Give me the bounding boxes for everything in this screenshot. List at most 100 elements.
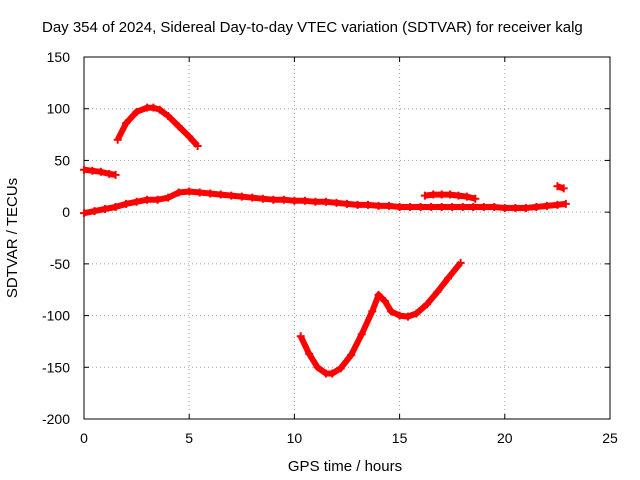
plot-frame: [83, 56, 611, 420]
data-point: [437, 190, 446, 199]
x-tick-label: 10: [287, 430, 303, 446]
x-axis-label: GPS time / hours: [288, 458, 402, 475]
data-point: [416, 202, 425, 211]
data-point: [155, 105, 164, 114]
x-tick-label: 0: [80, 430, 88, 446]
data-point: [132, 197, 141, 206]
data-point: [336, 364, 345, 373]
data-point: [462, 192, 471, 201]
data-point: [553, 182, 562, 191]
data-point: [153, 195, 162, 204]
data-point: [521, 204, 530, 213]
grid-lines: [84, 57, 610, 419]
data-point: [227, 191, 236, 200]
data-point: [96, 167, 105, 176]
data-point: [174, 188, 183, 197]
data-point: [511, 204, 520, 213]
data-point: [374, 201, 383, 210]
data-point: [500, 204, 509, 213]
data-point: [347, 350, 356, 359]
data-point: [385, 201, 394, 210]
data-point: [420, 191, 429, 200]
data-point: [357, 330, 366, 339]
data-point: [90, 207, 99, 216]
y-tick-label: -50: [50, 256, 70, 272]
data-point: [290, 196, 299, 205]
data-point: [448, 202, 457, 211]
data-point: [395, 311, 404, 320]
data-point: [296, 332, 305, 341]
series-line: [115, 104, 200, 148]
data-point: [374, 290, 383, 299]
data-point: [561, 199, 570, 208]
data-point: [387, 307, 396, 316]
data-point: [113, 135, 122, 144]
y-tick-label: -150: [42, 359, 70, 375]
data-point: [80, 209, 88, 218]
data-point: [437, 202, 446, 211]
y-tick-label: 150: [47, 49, 71, 65]
data-point: [328, 369, 337, 378]
x-tick-label: 20: [497, 430, 513, 446]
data-point: [395, 202, 404, 211]
data-point: [206, 189, 215, 198]
series-segment-start: [80, 165, 120, 179]
data-point: [88, 166, 97, 175]
chart-title: Day 354 of 2024, Sidereal Day-to-day VTE…: [42, 19, 583, 36]
data-point: [248, 193, 257, 202]
data-point: [479, 202, 488, 211]
data-point: [332, 198, 341, 207]
data-point: [490, 202, 499, 211]
data-point: [174, 122, 183, 131]
data-point: [368, 307, 377, 316]
data-point: [456, 258, 465, 267]
data-point: [185, 132, 194, 141]
data-point: [343, 199, 351, 208]
data-point: [105, 169, 114, 178]
data-point: [101, 205, 110, 214]
data-point: [364, 200, 373, 209]
data-point: [111, 202, 120, 211]
data-point: [404, 312, 413, 321]
data-point: [185, 187, 194, 196]
data-point: [193, 141, 202, 150]
y-tick-label: 50: [54, 152, 70, 168]
series-line: [297, 260, 463, 377]
series-trough: [296, 258, 465, 378]
data-point: [471, 194, 480, 203]
data-point: [422, 300, 431, 309]
y-tick-labels: 150 100 50 0 -50 -100 -150 -200: [42, 49, 70, 427]
y-tick-label: -100: [42, 308, 70, 324]
data-series: [80, 103, 570, 378]
data-point: [427, 202, 436, 211]
data-point: [429, 190, 438, 199]
data-point: [443, 274, 452, 283]
data-point: [469, 202, 478, 211]
data-point: [164, 193, 173, 202]
series-segment-end: [553, 182, 568, 193]
data-point: [195, 188, 204, 197]
series-arc-early: [113, 103, 202, 150]
data-point: [433, 287, 442, 296]
y-tick-label: 100: [47, 101, 71, 117]
data-point: [122, 119, 131, 128]
data-point: [458, 202, 467, 211]
data-point: [406, 202, 415, 211]
y-axis-label: SDTVAR / TECUs: [4, 178, 21, 298]
data-point: [269, 195, 278, 204]
data-point: [542, 201, 551, 210]
data-point: [311, 197, 320, 206]
series-segment-mid: [420, 190, 480, 203]
data-point: [321, 197, 330, 206]
data-point: [353, 200, 362, 209]
x-tick-labels: 0 5 10 15 20 25: [80, 430, 618, 446]
data-point: [412, 309, 421, 318]
data-point: [132, 107, 141, 116]
x-tick-label: 15: [392, 430, 408, 446]
y-tick-label: 0: [62, 204, 70, 220]
data-point: [380, 297, 389, 306]
y-tick-label: -200: [42, 411, 70, 427]
data-point: [454, 191, 463, 200]
data-point: [446, 190, 455, 199]
x-tick-label: 5: [185, 430, 193, 446]
